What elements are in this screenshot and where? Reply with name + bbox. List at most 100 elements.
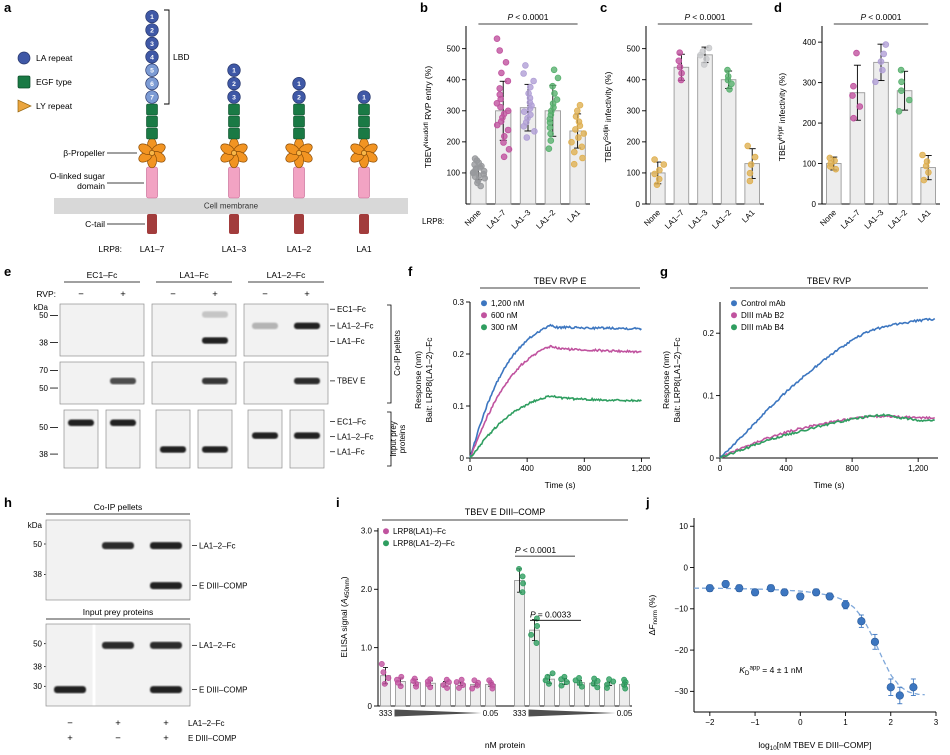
y-axis-label: TBEVNeudörfl RVP entry (%) <box>423 66 433 168</box>
data-point <box>504 77 512 85</box>
p-value: P = 0.0033 <box>530 609 571 619</box>
y-tick-label: −10 <box>674 605 688 614</box>
beta-propeller <box>350 137 378 169</box>
bar <box>697 54 713 205</box>
lane-sign: − <box>78 289 84 300</box>
protein-band <box>160 446 186 453</box>
y-tick-label: 500 <box>627 44 641 53</box>
data-point <box>378 661 385 667</box>
data-point <box>747 161 755 168</box>
legend-label: EGF type <box>36 77 72 87</box>
group-label: Input prey <box>389 421 398 457</box>
receptor-name: LA1–3 <box>222 244 247 254</box>
y-tick-label: 400 <box>627 76 641 85</box>
panel-label-e: e <box>4 264 12 279</box>
c-tail <box>294 214 304 234</box>
panel-label-d: d <box>774 0 782 15</box>
data-point <box>660 161 668 168</box>
series-line <box>469 323 642 459</box>
beta-propeller <box>220 137 248 169</box>
x-axis-label: log10[nM TBEV E DIII–COMP] <box>758 740 871 752</box>
data-point <box>780 588 789 597</box>
data-point <box>850 82 857 90</box>
data-point <box>440 682 447 688</box>
p-value: P < 0.0001 <box>684 12 725 22</box>
la-repeat-icon <box>17 51 31 65</box>
data-point <box>849 92 856 99</box>
band-label: E DIII–COMP <box>199 581 247 590</box>
legend-label: LRP8(LA1–2)–Fc <box>393 539 455 548</box>
panel-h-chart: Co-IP pellets kDa 50 38 LA1–2–Fc E DIII–COMP I… <box>28 502 248 744</box>
dilution-wedge <box>528 709 616 717</box>
matrix-sign: + <box>163 733 169 744</box>
y-tick-label: 0 <box>812 200 817 209</box>
data-point <box>578 143 586 151</box>
legend-marker <box>731 324 737 331</box>
data-point <box>925 169 932 176</box>
band-label: LA1–Fc <box>337 448 365 457</box>
y-tick-label: 0.3 <box>453 298 465 307</box>
data-point <box>471 677 478 684</box>
data-point <box>700 61 708 68</box>
x-tick-label: LA1–7 <box>839 208 862 231</box>
gel-lane <box>197 409 233 469</box>
la-repeat <box>145 90 159 104</box>
data-point <box>796 592 805 601</box>
data-point <box>882 41 890 48</box>
data-point <box>545 680 552 687</box>
data-point <box>570 160 578 168</box>
gel-box <box>45 623 191 707</box>
beta-propeller <box>138 137 166 169</box>
data-point <box>549 670 556 677</box>
protein-band <box>110 419 136 427</box>
panel-label-j: j <box>646 495 650 510</box>
lane-sign: − <box>262 289 268 300</box>
lbd-bracket <box>164 9 170 105</box>
la-number: 1 <box>232 68 236 75</box>
x-tick-label: LA1–3 <box>510 208 533 231</box>
x-tick-label: −1 <box>751 718 761 727</box>
egf-domain <box>358 127 370 140</box>
la-number: 3 <box>232 95 236 102</box>
y-axis-sublabel: Bait: LRP8(LA1–2)–Fc <box>424 337 434 423</box>
column-header: EC1–Fc <box>87 270 118 280</box>
data-point <box>493 35 501 43</box>
data-point <box>523 134 531 141</box>
data-point <box>480 167 488 175</box>
data-point <box>533 615 540 622</box>
sugar-label: domain <box>77 181 105 191</box>
y-axis-label: TBEVSofjin infectivity (%) <box>603 71 613 162</box>
legend-label: 600 nM <box>491 311 518 320</box>
data-point <box>471 155 479 162</box>
y-axis-label: ELISA signal (A450nm) <box>339 576 351 657</box>
data-point <box>831 157 838 165</box>
x-tick-label: LA1–3 <box>863 208 886 231</box>
data-point <box>923 158 931 165</box>
data-point <box>498 69 505 77</box>
y-tick-label: 0.2 <box>703 329 715 338</box>
bar <box>720 79 737 205</box>
c-tail <box>147 214 157 234</box>
data-point <box>575 134 582 141</box>
rvp-label: RVP: <box>36 289 56 299</box>
gel-lane <box>105 409 141 469</box>
data-point <box>604 681 611 688</box>
y-tick-label: 200 <box>627 138 641 147</box>
legend-marker <box>481 324 487 331</box>
la-repeat <box>145 50 159 64</box>
band-label: LA1–2–Fc <box>337 322 373 331</box>
data-point <box>427 676 434 683</box>
data-point <box>832 165 840 173</box>
data-point <box>877 58 885 65</box>
data-point <box>879 66 886 74</box>
egf-domain <box>146 115 158 128</box>
lane-sign: + <box>120 289 126 300</box>
x-tick-label: LA1 <box>566 208 583 225</box>
x-tick-label: LA1–2 <box>534 208 557 231</box>
data-point <box>746 169 754 177</box>
y-tick-label: −30 <box>674 687 688 696</box>
data-point <box>459 682 466 688</box>
egf-type-icon <box>17 75 31 89</box>
data-point <box>458 676 465 683</box>
